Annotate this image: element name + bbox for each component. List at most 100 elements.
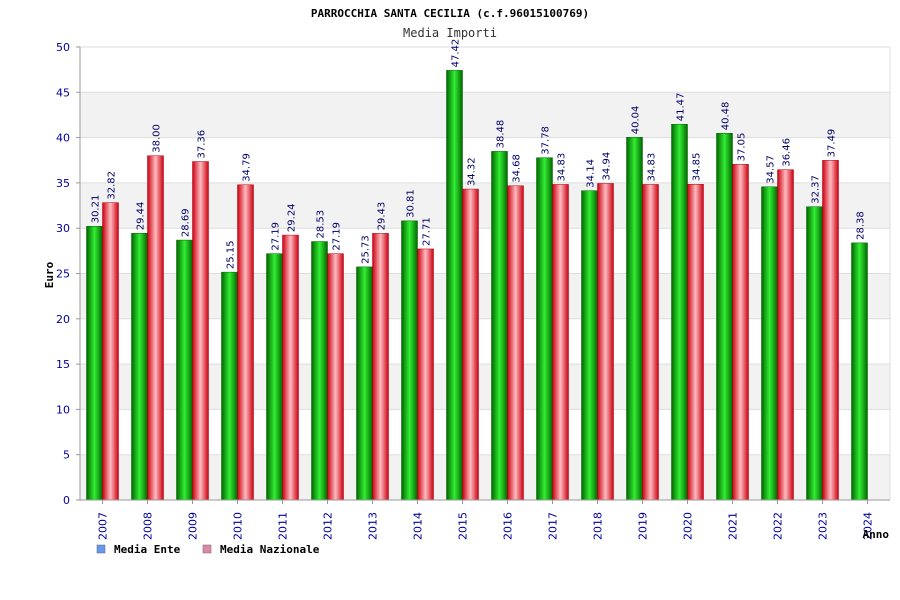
bar-value-label: 34.68 — [512, 154, 523, 183]
chart-subtitle: Media Importi — [403, 26, 497, 40]
bar-media-ente-2016 — [491, 151, 508, 501]
bar-labels: 30.21 32.82 29.44 38.00 28.69 37.36 25.15 34.79… — [91, 39, 867, 269]
x-tick-label: 2017 — [547, 512, 560, 540]
x-tick-label: 2016 — [502, 512, 515, 540]
plot-band — [80, 409, 890, 455]
bar-value-label: 37.05 — [737, 133, 748, 162]
plot-band — [80, 273, 890, 319]
bar-value-label: 38.48 — [496, 120, 507, 149]
y-tick-label: 20 — [56, 313, 70, 326]
x-tick-label: 2011 — [277, 512, 290, 540]
bar-value-label: 34.94 — [602, 152, 613, 181]
y-tick-label: 25 — [56, 268, 70, 281]
y-tick-label: 35 — [56, 177, 70, 190]
bar-media-ente-2022 — [761, 186, 778, 501]
bar-value-label: 47.42 — [451, 39, 462, 68]
bar-media-nazionale-2010 — [237, 184, 254, 501]
bar-media-nazionale-2022 — [777, 169, 794, 501]
x-tick-label: 2019 — [637, 512, 650, 540]
y-tick-label: 45 — [56, 86, 70, 99]
bar-media-nazionale-2020 — [687, 184, 704, 501]
legend-label: Media Nazionale — [220, 543, 320, 556]
x-tick-label: 2024 — [862, 512, 875, 540]
bar-value-label: 29.43 — [377, 202, 388, 231]
bar-media-ente-2014 — [401, 220, 418, 501]
bar-value-label: 34.79 — [242, 153, 253, 182]
bar-value-label: 27.19 — [332, 222, 343, 251]
y-axis: 0 5 10 15 20 25 30 35 40 45 50 — [56, 41, 891, 507]
x-tick-label: 2007 — [97, 512, 110, 540]
bar-value-label: 30.81 — [406, 189, 417, 218]
plot-band — [80, 318, 890, 365]
plot-band — [80, 364, 890, 410]
plot-band — [80, 137, 890, 183]
plot-band — [80, 228, 890, 274]
bar-media-nazionale-2007 — [102, 202, 119, 501]
bar-media-nazionale-2018 — [597, 183, 614, 501]
bar-value-label: 29.24 — [287, 203, 298, 232]
plot-band — [80, 92, 890, 138]
bar-value-label: 29.44 — [136, 202, 147, 231]
bar-value-label: 40.48 — [721, 102, 732, 131]
bar-value-label: 30.21 — [91, 195, 102, 224]
legend-label: Media Ente — [114, 543, 181, 556]
plot-band — [80, 182, 890, 229]
x-tick-label: 2008 — [142, 512, 155, 540]
legend: Media Ente Media Nazionale — [96, 543, 320, 556]
bar-value-label: 37.49 — [827, 129, 838, 158]
y-tick-label: 40 — [56, 132, 70, 145]
bar-value-label: 37.36 — [197, 130, 208, 159]
bar-value-label: 40.04 — [631, 106, 642, 135]
bar-value-label: 25.73 — [361, 235, 372, 264]
plot-background — [80, 47, 890, 500]
bar-media-nazionale-2011 — [282, 234, 299, 501]
bar-media-nazionale-2014 — [417, 248, 434, 501]
x-tick-label: 2021 — [727, 512, 740, 540]
x-axis: 2007 2008 2009 2010 2011 2012 2013 2014 2015 2016… — [80, 499, 890, 540]
bar-value-label: 32.82 — [107, 171, 118, 200]
bar-value-label: 27.71 — [422, 217, 433, 246]
bar-media-ente-2012 — [311, 241, 328, 501]
bar-value-label: 25.15 — [226, 241, 237, 270]
x-tick-label: 2013 — [367, 512, 380, 540]
x-tick-label: 2022 — [772, 512, 785, 540]
bar-media-ente-2019 — [626, 136, 643, 501]
bar-media-nazionale-2009 — [192, 161, 209, 501]
chart-title: PARROCCHIA SANTA CECILIA (c.f.9601510076… — [311, 7, 589, 20]
bar-value-label: 32.37 — [811, 175, 822, 204]
bar-value-label: 36.46 — [782, 138, 793, 167]
legend-swatch — [202, 544, 212, 554]
bar-media-ente-2017 — [536, 157, 553, 501]
bar-media-ente-2010 — [221, 271, 238, 501]
y-tick-label: 5 — [63, 449, 70, 462]
plot-band — [80, 47, 890, 93]
bar-value-label: 34.83 — [557, 153, 568, 182]
bar-value-label: 38.00 — [152, 124, 163, 153]
bar-media-nazionale-2017 — [552, 184, 569, 501]
bar-media-nazionale-2015 — [462, 188, 479, 501]
y-tick-label: 15 — [56, 358, 70, 371]
x-tick-label: 2015 — [457, 512, 470, 540]
bar-media-nazionale-2023 — [822, 160, 839, 501]
bar-media-ente-2008 — [131, 233, 148, 501]
bar-media-nazionale-2021 — [732, 164, 749, 501]
bar-value-label: 28.69 — [181, 208, 192, 237]
bar-media-ente-2018 — [581, 190, 598, 501]
bar-value-label: 41.47 — [676, 93, 687, 122]
bar-value-label: 37.78 — [541, 126, 552, 155]
bar-media-ente-2021 — [716, 133, 733, 501]
x-tick-label: 2018 — [592, 512, 605, 540]
bar-value-label: 34.83 — [647, 153, 658, 182]
legend-swatch — [96, 544, 106, 554]
y-tick-label: 30 — [56, 222, 70, 235]
bar-media-nazionale-2013 — [372, 233, 389, 501]
bar-media-ente-2007 — [86, 226, 103, 501]
bars — [86, 70, 868, 501]
y-axis-label: Euro — [43, 261, 56, 288]
x-tick-label: 2012 — [322, 512, 335, 540]
plot-band — [80, 454, 890, 500]
bar-media-nazionale-2012 — [327, 253, 344, 501]
y-tick-label: 10 — [56, 403, 70, 416]
bar-value-label: 34.85 — [692, 153, 703, 182]
